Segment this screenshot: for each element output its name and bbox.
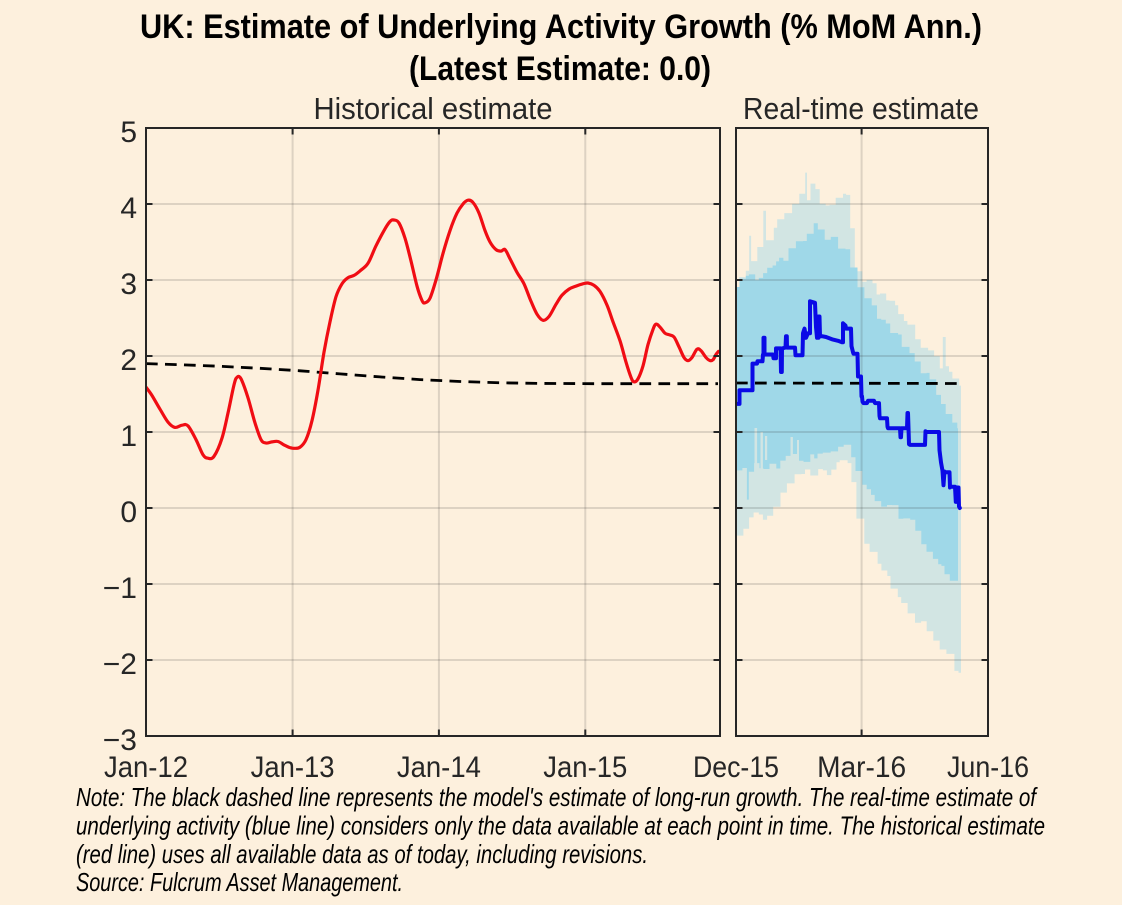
svg-text:Note: The black dashed line re: Note: The black dashed line represents t…: [76, 782, 1038, 812]
svg-text:5: 5: [120, 116, 137, 149]
svg-text:Dec-15: Dec-15: [693, 751, 779, 784]
svg-text:−2: −2: [103, 648, 137, 681]
svg-text:Jan-12: Jan-12: [104, 751, 188, 784]
svg-text:0: 0: [120, 496, 137, 529]
svg-text:Jan-15: Jan-15: [543, 751, 627, 784]
svg-text:Jan-13: Jan-13: [251, 751, 335, 784]
svg-text:1: 1: [120, 420, 137, 453]
svg-text:−1: −1: [103, 572, 137, 605]
svg-text:−3: −3: [103, 724, 137, 757]
svg-text:UK: Estimate of Underlying Act: UK: Estimate of Underlying Activity Grow…: [140, 8, 982, 46]
svg-text:Real-time estimate: Real-time estimate: [743, 91, 979, 126]
svg-text:Historical estimate: Historical estimate: [314, 91, 553, 126]
svg-text:(Latest Estimate: 0.0): (Latest Estimate: 0.0): [409, 50, 711, 88]
svg-text:2: 2: [120, 344, 137, 377]
svg-text:underlying activity (blue line: underlying activity (blue line) consider…: [76, 811, 1045, 841]
svg-text:4: 4: [120, 192, 137, 225]
svg-text:Jun-16: Jun-16: [947, 751, 1029, 784]
svg-text:Jan-14: Jan-14: [397, 751, 481, 784]
svg-text:Source: Fulcrum Asset Manageme: Source: Fulcrum Asset Management.: [76, 867, 403, 897]
svg-text:Mar-16: Mar-16: [817, 751, 906, 784]
svg-text:(red line) uses all available: (red line) uses all available data as of…: [76, 839, 648, 869]
svg-text:3: 3: [120, 268, 137, 301]
